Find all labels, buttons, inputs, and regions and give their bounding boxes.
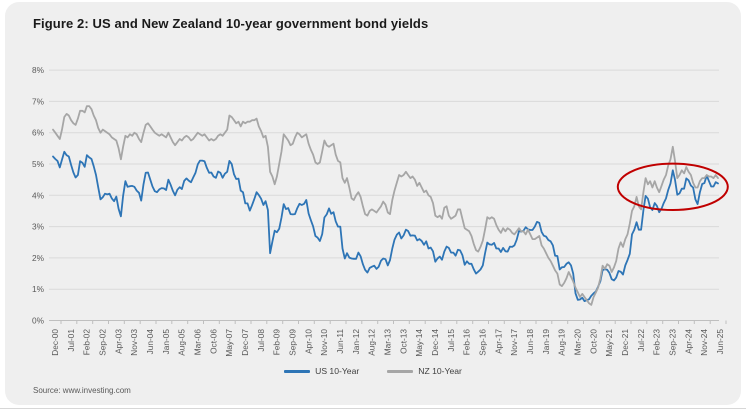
x-tick-label: Aug-19	[557, 329, 567, 356]
x-tick-label: May-14	[414, 329, 424, 357]
x-tick-label: Nov-17	[509, 329, 519, 356]
x-tick-label: Sep-09	[288, 329, 298, 356]
y-tick-label: 1%	[32, 284, 45, 294]
bond-yields-line-chart: 0% 1% 2% 3% 4% 5% 6% 7% 8% Dec-00 Jul-01 Feb-02 Sep-…	[32, 65, 729, 357]
x-tick-label: Dec-21	[620, 329, 630, 356]
x-tick-label: Jan-12	[351, 329, 361, 355]
legend-item-us-10-year: US 10-Year	[284, 366, 359, 376]
x-tick-label: Aug-05	[177, 329, 187, 356]
x-tick-label: Dec-14	[430, 329, 440, 356]
legend-swatch	[387, 369, 414, 373]
bottom-divider	[0, 408, 746, 409]
legend-swatch	[284, 369, 311, 373]
x-tick-label: Dec-07	[240, 329, 250, 356]
x-tick-label: Jan-05	[161, 329, 171, 355]
y-tick-label: 0%	[32, 316, 45, 326]
legend-item-nz-10-year: NZ 10-Year	[387, 366, 462, 376]
y-tick-label: 8%	[32, 65, 45, 75]
x-tick-label: Nov-03	[129, 329, 139, 356]
x-tick-label: Oct-20	[588, 329, 598, 354]
x-tick-label: May-07	[224, 329, 234, 357]
x-tick-label: Oct-06	[208, 329, 218, 354]
x-tick-label: Oct-13	[398, 329, 408, 354]
y-tick-label: 3%	[32, 222, 45, 232]
x-tick-label: Aug-12	[367, 329, 377, 356]
x-tick-label: Jun-18	[525, 329, 535, 355]
x-tick-label: May-21	[604, 329, 614, 357]
x-tick-label: Dec-00	[50, 329, 60, 356]
x-tick-label: Jul-22	[636, 329, 646, 352]
x-tick-label: Apr-03	[113, 329, 123, 354]
x-tick-label: Sep-16	[478, 329, 488, 356]
x-tick-label: Sep-02	[98, 329, 108, 356]
chart-legend: US 10-Year NZ 10-Year	[5, 366, 741, 376]
x-tick-label: Mar-06	[193, 329, 203, 356]
y-tick-label: 6%	[32, 128, 45, 138]
y-tick-label: 2%	[32, 253, 45, 263]
us-10-year-line	[52, 150, 719, 303]
annotation-ellipse	[616, 162, 729, 212]
nz-10-year-line	[52, 105, 719, 306]
x-tick-label: Feb-02	[82, 329, 92, 356]
legend-label: NZ 10-Year	[418, 366, 462, 376]
x-tick-label: Jul-01	[66, 329, 76, 352]
x-tick-label: Feb-16	[462, 329, 472, 356]
x-tick-label: Mar-20	[573, 329, 583, 356]
x-tick-label: Nov-10	[319, 329, 329, 356]
chart-card: Figure 2: US and New Zealand 10-year gov…	[5, 2, 741, 405]
x-tick-label: Apr-24	[683, 329, 693, 354]
x-tick-label: Feb-23	[652, 329, 662, 356]
legend-label: US 10-Year	[315, 366, 360, 376]
x-tick-label: Jul-08	[256, 329, 266, 352]
x-tick-label: Mar-13	[383, 329, 393, 356]
x-tick-label: Apr-17	[493, 329, 503, 354]
x-tick-label: Nov-24	[699, 329, 709, 356]
x-tick-label: Jan-19	[541, 329, 551, 355]
x-tick-label: Jun-04	[145, 329, 155, 355]
x-tick-label: Sep-23	[668, 329, 678, 356]
x-tick-label: Jun-11	[335, 329, 345, 354]
source-caption: Source: www.investing.com	[33, 386, 131, 395]
y-tick-label: 5%	[32, 159, 45, 169]
figure-title: Figure 2: US and New Zealand 10-year gov…	[33, 16, 429, 31]
y-tick-label: 4%	[32, 190, 45, 200]
y-tick-label: 7%	[32, 96, 45, 106]
x-tick-label: Apr-10	[303, 329, 313, 354]
x-tick-label: Jun-25	[715, 329, 725, 355]
x-tick-label: Jul-15	[446, 329, 456, 352]
x-tick-label: Feb-09	[272, 329, 282, 356]
